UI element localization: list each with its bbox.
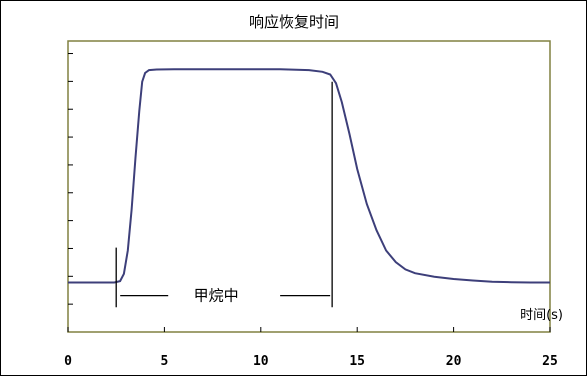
annotation-label: 甲烷中 [194,287,239,305]
x-axis-label: 时间(s) [520,308,563,323]
methane-interval-annotation: 甲烷中 [115,81,333,308]
x-axis-ticks: 0 5 10 15 20 25 [64,327,558,369]
x-tick-label: 5 [160,354,168,369]
response-curve-line [68,68,550,284]
x-tick-label: 10 [253,354,269,369]
x-tick-label: 0 [64,354,72,369]
y-axis-ticks [68,53,73,305]
x-tick-label: 15 [349,354,365,369]
x-tick-label: 20 [446,354,462,369]
x-tick-label: 25 [542,354,558,369]
plot-area-border [67,40,551,333]
chart-title: 响应恢复时间 [249,13,339,31]
